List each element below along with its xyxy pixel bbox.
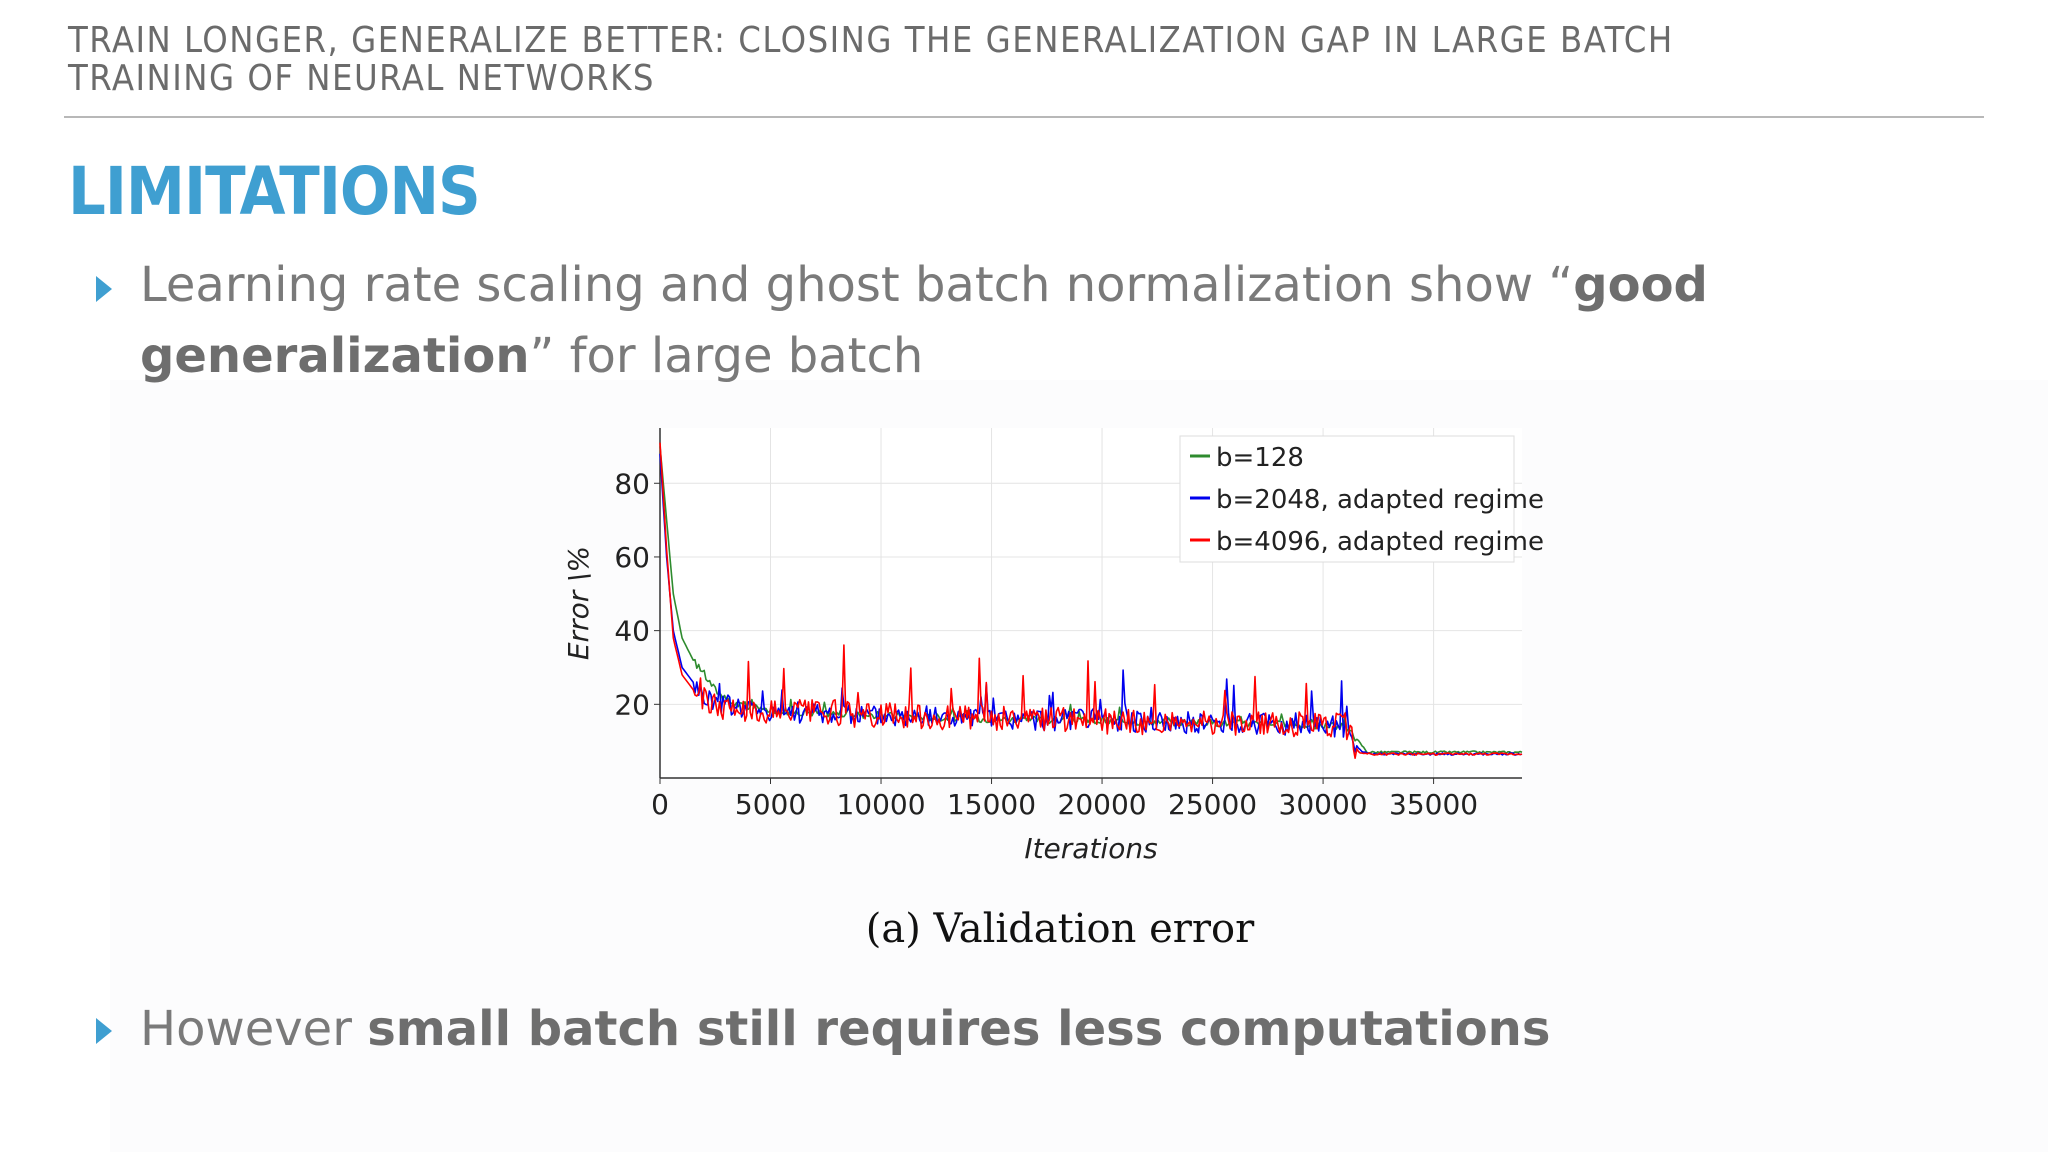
deck-title: TRAIN LONGER, GENERALIZE BETTER: CLOSING… xyxy=(68,22,1968,98)
deck-title-line-1: TRAIN LONGER, GENERALIZE BETTER: CLOSING… xyxy=(68,20,1674,61)
bullet-item-2: However small batch still requires less … xyxy=(140,994,1740,1065)
y-tick-label: 20 xyxy=(614,688,650,721)
x-tick-label: 10000 xyxy=(836,788,925,821)
x-tick-label: 35000 xyxy=(1389,788,1478,821)
legend-entry: b=128 xyxy=(1216,443,1304,473)
bullet-2-bold: small batch still requires less computat… xyxy=(367,1001,1551,1057)
slide-title: LIMITATIONS xyxy=(68,153,481,230)
y-tick-label: 60 xyxy=(614,541,650,574)
x-tick-label: 5000 xyxy=(735,788,806,821)
y-tick-label: 40 xyxy=(614,615,650,648)
triangle-right-icon xyxy=(96,1018,112,1044)
legend-entry: b=4096, adapted regime xyxy=(1216,527,1544,557)
bullet-item-1: Learning rate scaling and ghost batch no… xyxy=(140,250,1740,392)
validation-error-chart: 0 5000 10000 15000 20000 25000 30000 35000 20 40 6… xyxy=(562,428,1544,865)
bullet-1-bold-1: good xyxy=(1573,257,1708,313)
y-axis-label: Error \% xyxy=(562,546,595,660)
triangle-right-icon xyxy=(96,276,112,302)
y-tick-label: 80 xyxy=(614,467,650,500)
bullet-1-text-start: Learning rate scaling and ghost batch no… xyxy=(140,257,1574,313)
x-axis-label: Iterations xyxy=(1024,832,1157,865)
x-tick-label: 25000 xyxy=(1168,788,1257,821)
bullet-2-text-start: However xyxy=(140,1001,368,1057)
x-tick-label: 0 xyxy=(651,788,669,821)
series-line-3 xyxy=(659,442,1523,759)
bullet-1-text-end: ” for large batch xyxy=(529,328,924,384)
x-tick-label: 30000 xyxy=(1279,788,1368,821)
x-tick-label: 15000 xyxy=(947,788,1036,821)
header-divider xyxy=(64,116,1984,118)
figure-caption: (a) Validation error xyxy=(865,906,1255,952)
x-tick-label: 20000 xyxy=(1058,788,1147,821)
chart-legend xyxy=(1179,435,1515,563)
deck-title-line-2: TRAINING OF NEURAL NETWORKS xyxy=(68,58,655,99)
bullet-1-bold-2: generalization xyxy=(140,328,530,384)
legend-entry: b=2048, adapted regime xyxy=(1216,485,1544,515)
